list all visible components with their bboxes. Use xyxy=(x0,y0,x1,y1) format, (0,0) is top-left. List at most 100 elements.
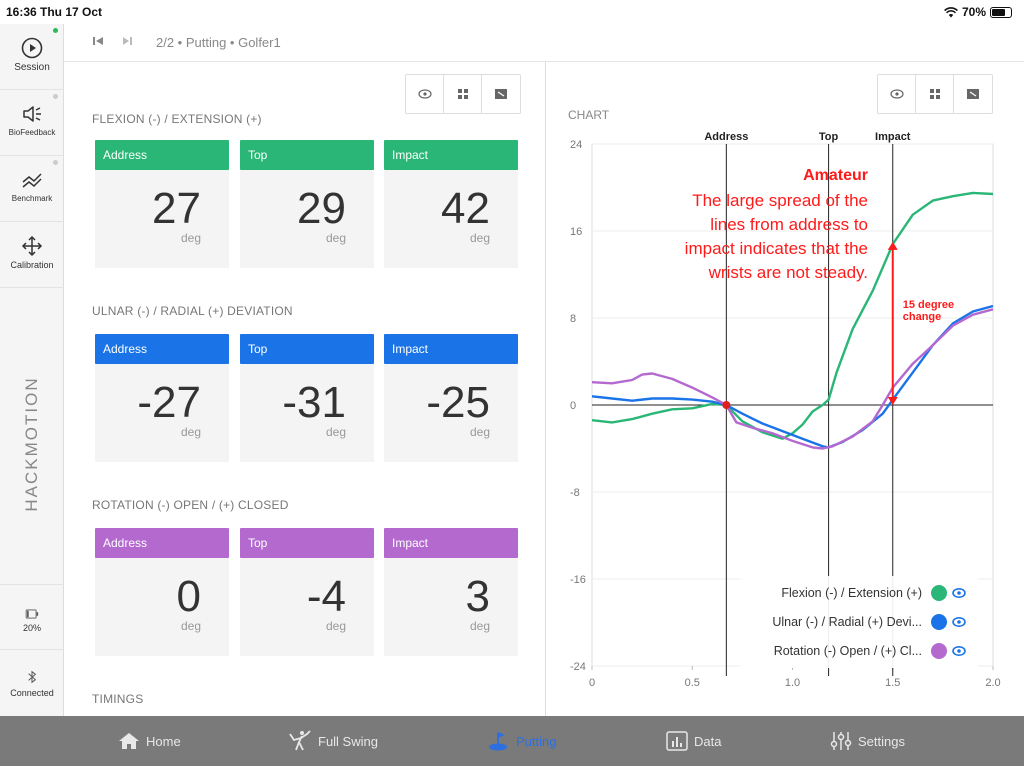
address-marker xyxy=(722,401,731,409)
annotation-title: Amateur xyxy=(803,167,868,184)
y-tick-label: -16 xyxy=(570,574,586,586)
sidebar-item-biofeedback[interactable]: BioFeedback xyxy=(0,90,64,156)
metric-value: 42 xyxy=(441,184,490,233)
annotation-line: impact indicates that the xyxy=(685,239,868,258)
next-swing-button[interactable] xyxy=(122,35,134,50)
tab-data[interactable]: Data xyxy=(666,716,721,766)
bluetooth-label: Connected xyxy=(10,688,54,698)
metric-card-rotation-impact[interactable]: Impact 3 deg xyxy=(384,528,518,656)
annotation-arrow-head-down xyxy=(887,397,898,405)
metric-unit: deg xyxy=(469,231,490,245)
tab-home[interactable]: Home xyxy=(118,716,181,766)
metric-unit: deg xyxy=(180,619,201,633)
metrics-grid-button[interactable] xyxy=(444,75,482,113)
tab-full-swing[interactable]: Full Swing xyxy=(288,716,378,766)
status-right: 70% xyxy=(944,5,1012,19)
chart-visibility-button[interactable] xyxy=(878,75,916,113)
breadcrumb-bar: 2/2 • Putting • Golfer1 xyxy=(64,24,1024,62)
chart-grid-button[interactable] xyxy=(916,75,954,113)
sliders-icon xyxy=(830,732,852,750)
benchmark-icon xyxy=(22,173,42,188)
metric-card-ulnar-top[interactable]: Top -31 deg xyxy=(240,334,374,462)
metric-card-header: Address xyxy=(95,140,229,170)
sidebar-item-calibration[interactable]: Calibration xyxy=(0,222,64,288)
chart-expand-button[interactable] xyxy=(954,75,992,113)
metric-value: -27 xyxy=(137,378,201,427)
x-tick-label: 1.5 xyxy=(885,677,900,689)
legend-eye-icon[interactable] xyxy=(952,617,966,627)
sidebar-item-session[interactable]: Session xyxy=(0,24,64,90)
metric-unit: deg xyxy=(469,619,490,633)
series-line-2 xyxy=(591,308,994,450)
chart-toolbar xyxy=(877,74,993,114)
y-tick-label: 24 xyxy=(570,139,582,151)
home-icon xyxy=(119,733,139,749)
metrics-toolbar xyxy=(405,74,521,114)
y-tick-label: 16 xyxy=(570,226,582,238)
putting-icon xyxy=(489,732,507,751)
sidebar-item-benchmark[interactable]: Benchmark xyxy=(0,156,64,222)
legend-eye-icon[interactable] xyxy=(952,588,966,598)
expand-icon xyxy=(495,89,507,99)
tab-bar: Home Full Swing Putting Data Settings xyxy=(0,716,1024,766)
section-title-ulnar: ULNAR (-) / RADIAL (+) DEVIATION xyxy=(92,304,293,318)
legend-eye-icon[interactable] xyxy=(952,646,966,656)
tab-putting[interactable]: Putting xyxy=(488,716,556,766)
speaker-icon xyxy=(23,106,41,122)
tab-label: Full Swing xyxy=(318,733,378,749)
event-label-address: Address xyxy=(704,131,748,143)
metric-card-rotation-address[interactable]: Address 0 deg xyxy=(95,528,229,656)
panel-divider xyxy=(545,62,546,716)
metric-unit: deg xyxy=(325,425,346,439)
benchmark-status-dot xyxy=(53,160,58,165)
metric-card-header: Address xyxy=(95,528,229,558)
annotation-arrow-label: 15 degree xyxy=(903,299,954,311)
metric-unit: deg xyxy=(180,425,201,439)
metric-unit: deg xyxy=(325,231,346,245)
series-line-0 xyxy=(591,191,994,440)
y-tick-label: 0 xyxy=(570,400,576,412)
x-tick-label: 2.0 xyxy=(985,677,1000,689)
skip-forward-icon xyxy=(123,37,132,45)
first-swing-button[interactable] xyxy=(92,35,104,50)
section-title-rotation: ROTATION (-) OPEN / (+) CLOSED xyxy=(92,498,289,512)
sidebar-item-label: Benchmark xyxy=(11,194,53,203)
tab-label: Settings xyxy=(858,733,905,749)
event-label-top: Top xyxy=(819,131,839,143)
grid-icon xyxy=(929,89,940,99)
metric-value: -4 xyxy=(306,572,346,621)
metric-card-rotation-top[interactable]: Top -4 deg xyxy=(240,528,374,656)
metric-card-flexion-top[interactable]: Top 29 deg xyxy=(240,140,374,268)
metrics-expand-button[interactable] xyxy=(482,75,520,113)
metric-value: 29 xyxy=(297,184,346,233)
legend-swatch xyxy=(931,614,947,630)
metric-value: -31 xyxy=(282,378,346,427)
breadcrumb-text: 2/2 • Putting • Golfer1 xyxy=(156,35,281,50)
metric-card-ulnar-address[interactable]: Address -27 deg xyxy=(95,334,229,462)
bluetooth-status[interactable]: Connected xyxy=(0,650,64,716)
metrics-visibility-button[interactable] xyxy=(406,75,444,113)
battery-icon xyxy=(990,6,1012,18)
y-tick-label: -24 xyxy=(570,661,586,673)
session-status-dot xyxy=(53,28,58,33)
sidebar-item-label: Session xyxy=(14,62,50,73)
legend-entry-label: Ulnar (-) / Radial (+) Devi... xyxy=(772,615,922,629)
x-tick-label: 0.5 xyxy=(685,677,700,689)
metric-card-flexion-address[interactable]: Address 27 deg xyxy=(95,140,229,268)
metric-card-header: Top xyxy=(240,334,374,364)
eye-icon xyxy=(889,89,904,99)
metric-card-ulnar-impact[interactable]: Impact -25 deg xyxy=(384,334,518,462)
metric-card-header: Impact xyxy=(384,334,518,364)
metric-card-header: Top xyxy=(240,528,374,558)
wifi-icon xyxy=(944,6,958,17)
annotation-line: The large spread of the xyxy=(692,191,868,210)
device-battery-label: 20% xyxy=(22,623,41,633)
section-title-timings: TIMINGS xyxy=(92,692,144,706)
status-battery-text: 70% xyxy=(961,5,986,19)
metric-value: 0 xyxy=(176,572,201,621)
metric-card-flexion-impact[interactable]: Impact 42 deg xyxy=(384,140,518,268)
eye-icon xyxy=(417,89,432,99)
tab-settings[interactable]: Settings xyxy=(830,716,905,766)
